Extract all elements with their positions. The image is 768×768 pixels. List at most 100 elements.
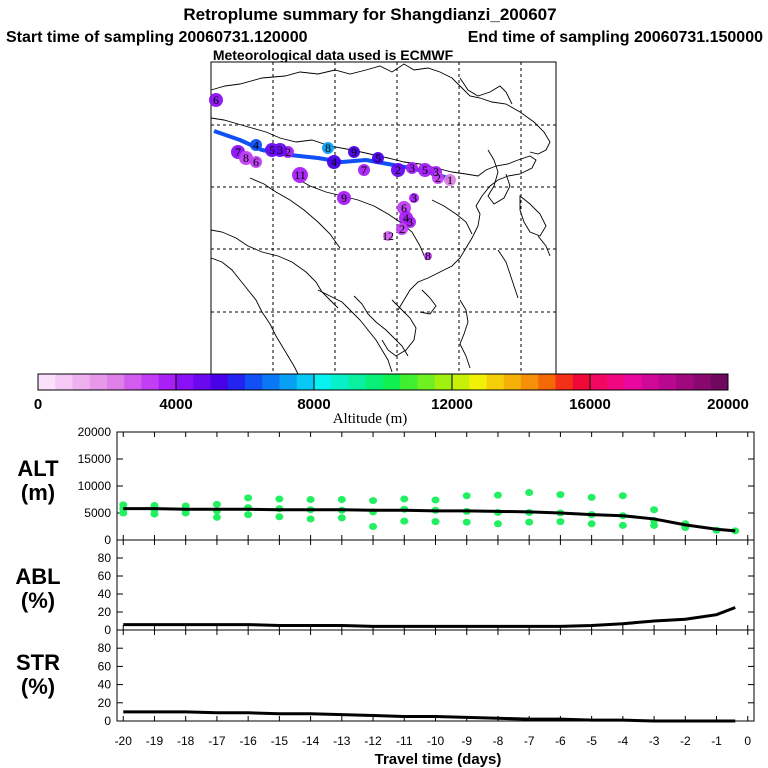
colorbar-cell bbox=[245, 374, 263, 390]
x-tick-label: -14 bbox=[302, 734, 320, 748]
x-tick-label: -9 bbox=[461, 734, 472, 748]
plume-cluster-marker bbox=[292, 167, 308, 183]
alt-cluster-point bbox=[369, 497, 378, 505]
plume-cluster-marker bbox=[348, 146, 360, 158]
colorbar-cell bbox=[659, 374, 677, 390]
coastlines-borders bbox=[210, 63, 551, 375]
day-number-label: 4 bbox=[331, 155, 337, 169]
alt-cluster-point bbox=[306, 515, 315, 523]
day-number-label: 5 bbox=[375, 151, 381, 165]
day-number-label: 5 bbox=[269, 143, 275, 157]
alt-cluster-point bbox=[212, 513, 221, 521]
plume-cluster-marker bbox=[358, 164, 370, 176]
y-tick-label: 0 bbox=[104, 623, 111, 637]
y-tick-label: 80 bbox=[98, 551, 112, 565]
alt-cluster-point bbox=[400, 495, 409, 503]
day-number-label: 7 bbox=[235, 145, 241, 159]
colorbar-cell bbox=[38, 374, 56, 390]
met-data-note: Meteorological data used is ECMWF bbox=[213, 47, 454, 63]
alt-cluster-point bbox=[618, 521, 627, 529]
x-tick-label: -16 bbox=[239, 734, 257, 748]
abl-unit: (%) bbox=[21, 588, 55, 613]
alt-cluster-point bbox=[275, 495, 284, 503]
colorbar-cell bbox=[158, 374, 177, 390]
x-tick-label: -13 bbox=[333, 734, 351, 748]
colorbar-cell bbox=[590, 374, 608, 390]
plume-cluster-marker bbox=[337, 191, 351, 205]
plume-cluster-marker bbox=[209, 93, 223, 107]
x-tick-label: -19 bbox=[146, 734, 164, 748]
y-tick-label: 40 bbox=[98, 587, 112, 601]
x-tick-label: -18 bbox=[177, 734, 195, 748]
colorbar-tick-label: 8000 bbox=[297, 396, 330, 413]
alt-cluster-point bbox=[244, 511, 253, 519]
plume-cluster-marker bbox=[250, 139, 262, 151]
colorbar-tick-label: 0 bbox=[34, 396, 42, 413]
day-number-label: 7 bbox=[361, 163, 367, 177]
plume-cluster-marker bbox=[406, 162, 418, 174]
colorbar-cell bbox=[107, 374, 125, 390]
colorbar-cell bbox=[176, 374, 194, 390]
abl-label: ABL bbox=[15, 564, 60, 589]
alt-cluster-point bbox=[462, 518, 471, 526]
x-tick-label: -3 bbox=[649, 734, 660, 748]
y-tick-label: 10000 bbox=[78, 479, 112, 493]
day-number-label: 3 bbox=[409, 161, 415, 175]
alt-cluster-point bbox=[493, 491, 502, 499]
colorbar-cell bbox=[331, 374, 349, 390]
day-number-label: 8 bbox=[325, 141, 331, 155]
alt-cluster-point bbox=[212, 500, 221, 508]
y-tick-label: 20 bbox=[98, 605, 112, 619]
colorbar-cell bbox=[641, 374, 660, 390]
colorbar-cell bbox=[452, 374, 470, 390]
y-tick-label: 40 bbox=[98, 678, 112, 692]
y-tick-label: 20000 bbox=[78, 425, 112, 439]
figure-title: Retroplume summary for Shangdianzi_20060… bbox=[183, 5, 556, 24]
day-number-label: 3 bbox=[407, 215, 413, 229]
colorbar-cell bbox=[365, 374, 384, 390]
y-tick-label: 0 bbox=[104, 714, 111, 728]
alt-cluster-point bbox=[431, 518, 440, 526]
alt-cluster-point bbox=[462, 492, 471, 500]
colorbar-label: Altitude (m) bbox=[333, 411, 408, 427]
x-tick-label: -15 bbox=[271, 734, 289, 748]
colorbar-tick-label: 16000 bbox=[569, 396, 611, 413]
colorbar-cell bbox=[314, 374, 332, 390]
colorbar-cell bbox=[89, 374, 108, 390]
colorbar-tick-label: 12000 bbox=[431, 396, 473, 413]
y-tick-label: 0 bbox=[104, 533, 111, 547]
day-number-label: 9 bbox=[341, 191, 347, 205]
alt-label: ALT bbox=[17, 456, 59, 481]
plume-cluster-marker bbox=[396, 223, 408, 235]
day-number-label: 6 bbox=[253, 155, 259, 169]
x-tick-label: -4 bbox=[618, 734, 629, 748]
map-gridlines bbox=[211, 62, 556, 374]
day-number-label: 2 bbox=[395, 163, 401, 177]
day-number-label: 5 bbox=[422, 163, 428, 177]
alt-mean-line bbox=[123, 507, 736, 533]
colorbar-cell bbox=[72, 374, 91, 390]
plume-cluster-marker bbox=[409, 193, 419, 203]
plume-cluster-marker bbox=[273, 143, 287, 157]
plume-cluster-marker bbox=[322, 142, 334, 154]
plume-cluster-marker bbox=[391, 163, 405, 177]
alt-panel: ALT (m) 0 5000 10000 15000 20000 bbox=[17, 425, 755, 547]
x-tick-label: -10 bbox=[427, 734, 445, 748]
day-number-label: 4 bbox=[403, 211, 409, 225]
y-tick-label: 15000 bbox=[78, 452, 112, 466]
plume-cluster-marker bbox=[418, 163, 432, 177]
day-number-label: 6 bbox=[401, 201, 407, 215]
plume-cluster-marker bbox=[372, 152, 384, 164]
colorbar-cell bbox=[607, 374, 625, 390]
y-tick-label: 20 bbox=[98, 696, 112, 710]
colorbar-cell bbox=[693, 374, 712, 390]
alt-cluster-point bbox=[650, 506, 659, 514]
alt-cluster-point bbox=[337, 514, 346, 522]
alt-cluster-point bbox=[525, 488, 534, 496]
x-tick-label: -2 bbox=[680, 734, 691, 748]
colorbar-cell bbox=[348, 374, 367, 390]
day-number-label: 9 bbox=[351, 145, 357, 159]
day-number-label: 8 bbox=[243, 151, 249, 165]
